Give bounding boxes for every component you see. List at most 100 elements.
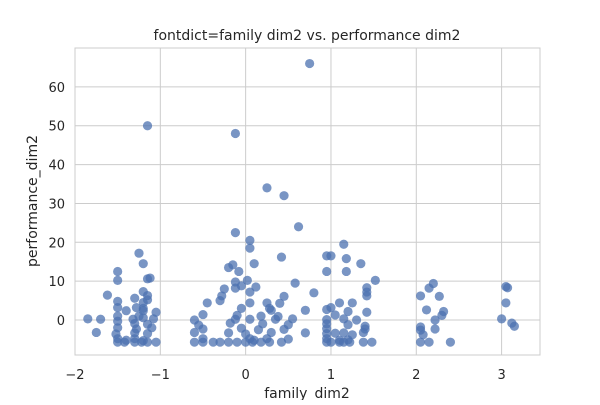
data-point (256, 311, 266, 321)
y-axis-label: performance_dim2 (25, 135, 41, 267)
data-point (245, 235, 255, 245)
data-point (326, 251, 336, 261)
data-point (230, 227, 241, 238)
data-point (351, 315, 362, 325)
data-point (215, 337, 225, 347)
data-point (300, 328, 310, 338)
data-point (223, 337, 234, 347)
data-point (334, 298, 345, 308)
data-point (279, 324, 289, 334)
plot-area (75, 48, 540, 355)
data-point (300, 305, 310, 315)
data-point (290, 278, 300, 288)
x-tick-labels: −2 −1 0 1 2 3 (65, 368, 505, 383)
data-point (113, 275, 123, 285)
data-point (142, 337, 153, 347)
data-point (276, 337, 287, 347)
data-point (198, 309, 208, 320)
data-point (130, 293, 140, 303)
data-point (358, 337, 368, 347)
data-point (370, 275, 380, 285)
data-point (501, 298, 511, 308)
data-point (421, 305, 432, 315)
x-tick-label: −2 (65, 368, 84, 383)
data-point (415, 291, 426, 301)
data-point (130, 337, 140, 347)
x-tick-label: 3 (497, 368, 505, 383)
data-point (113, 316, 123, 326)
y-tick-label: 10 (48, 275, 65, 290)
data-point (202, 298, 212, 308)
data-point (151, 337, 161, 347)
data-points (83, 58, 520, 347)
y-tick-label: 0 (57, 314, 65, 329)
data-point (121, 306, 131, 316)
data-point (358, 327, 368, 338)
data-point (275, 298, 285, 308)
data-point (362, 291, 372, 301)
data-point (345, 337, 355, 347)
data-point (367, 337, 377, 347)
data-point (502, 283, 513, 293)
data-point (230, 128, 241, 139)
data-point (189, 327, 200, 338)
chart-title: fontdict=family dim2 vs. performance dim… (154, 28, 461, 44)
data-point (430, 324, 440, 334)
data-point (356, 259, 366, 269)
data-point (434, 291, 444, 301)
data-point (445, 337, 456, 347)
data-point (95, 314, 106, 324)
data-point (253, 325, 264, 335)
x-tick-label: 1 (327, 368, 335, 383)
data-point (424, 337, 434, 347)
data-point (241, 337, 251, 347)
data-point (330, 328, 340, 338)
y-tick-labels: 0 10 20 30 40 50 60 (48, 81, 65, 329)
data-point (138, 259, 148, 269)
data-point (189, 337, 200, 347)
data-point (341, 254, 351, 264)
y-tick-label: 20 (48, 236, 65, 251)
data-point (134, 248, 144, 258)
data-point (215, 295, 225, 306)
data-point (497, 314, 507, 324)
data-point (343, 306, 353, 317)
data-point (256, 337, 266, 347)
data-point (424, 283, 434, 293)
data-point (293, 222, 304, 232)
data-point (236, 281, 246, 291)
data-point (341, 266, 351, 277)
data-point (219, 284, 229, 294)
data-point (430, 315, 440, 325)
x-tick-label: 0 (242, 368, 250, 383)
data-point (437, 310, 447, 320)
data-point (245, 243, 255, 253)
data-point (119, 337, 130, 347)
data-point (142, 121, 153, 131)
data-point (362, 307, 372, 317)
data-point (245, 298, 255, 308)
data-point (279, 191, 289, 201)
data-point (102, 290, 113, 300)
data-point (236, 303, 246, 313)
data-point (266, 305, 276, 315)
data-point (249, 259, 259, 269)
data-point (225, 318, 235, 328)
data-point (148, 314, 159, 324)
data-point (330, 310, 340, 320)
x-tick-label: 2 (412, 368, 420, 383)
data-point (343, 320, 353, 330)
data-point (242, 275, 252, 285)
data-point (198, 324, 208, 334)
data-point (223, 262, 234, 273)
data-point (247, 337, 258, 347)
data-point (322, 304, 332, 315)
data-point (339, 239, 349, 249)
data-point (198, 337, 208, 347)
y-tick-label: 30 (48, 197, 65, 212)
data-point (339, 328, 349, 338)
data-point (309, 288, 319, 298)
data-point (208, 337, 218, 347)
data-point (232, 337, 242, 347)
y-tick-label: 60 (48, 81, 65, 96)
